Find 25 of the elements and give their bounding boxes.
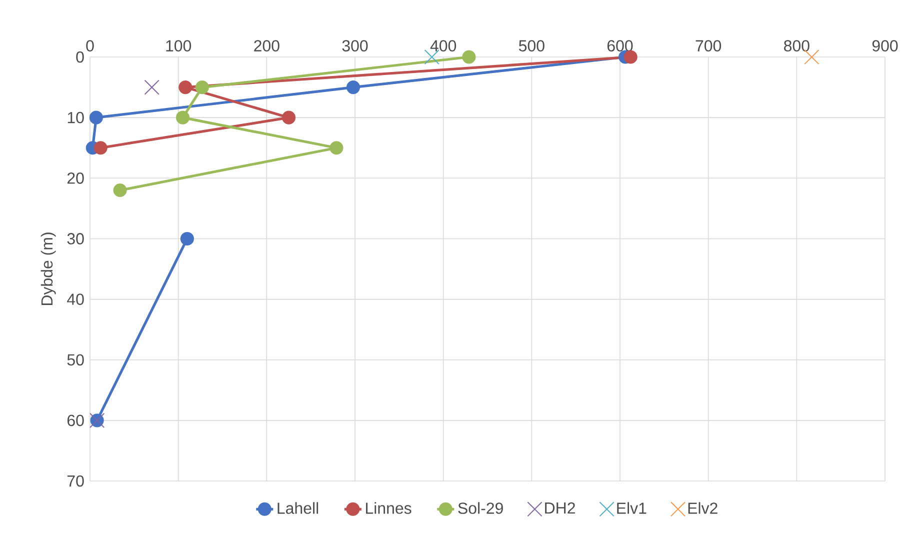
x-tick-label: 700 [696, 40, 722, 52]
x-tick-label: 400 [430, 40, 456, 52]
legend-label: DH2 [545, 502, 575, 514]
y-tick-label: 40 [67, 294, 84, 305]
x-tick-label: 100 [166, 40, 192, 52]
x-tick-label: 500 [518, 40, 544, 52]
legend-label: Elv2 [688, 502, 718, 514]
y-tick-label: 70 [68, 475, 84, 487]
legend-label: Elv1 [617, 502, 646, 514]
legend-label: Linnes [366, 502, 412, 514]
y-tick-label: 20 [67, 172, 84, 184]
x-tick-label: 200 [254, 40, 280, 52]
x-tick-label: 0 [86, 40, 94, 52]
y-tick-label: 50 [67, 354, 84, 366]
x-tick-label: 600 [607, 40, 633, 52]
y-tick-label: 0 [76, 51, 84, 63]
x-tick-label: 800 [784, 40, 810, 52]
x-tick-label: 300 [342, 40, 368, 52]
y-tick-label: 10 [68, 112, 84, 124]
x-tick-label: 900 [872, 40, 898, 52]
y-tick-label: 60 [67, 414, 84, 426]
legend-label: Lahell [278, 502, 318, 514]
y-tick-label: 30 [67, 233, 84, 244]
legend-label: Sol-29 [458, 502, 503, 514]
y-axis-title: Dybde (m) [40, 232, 56, 306]
